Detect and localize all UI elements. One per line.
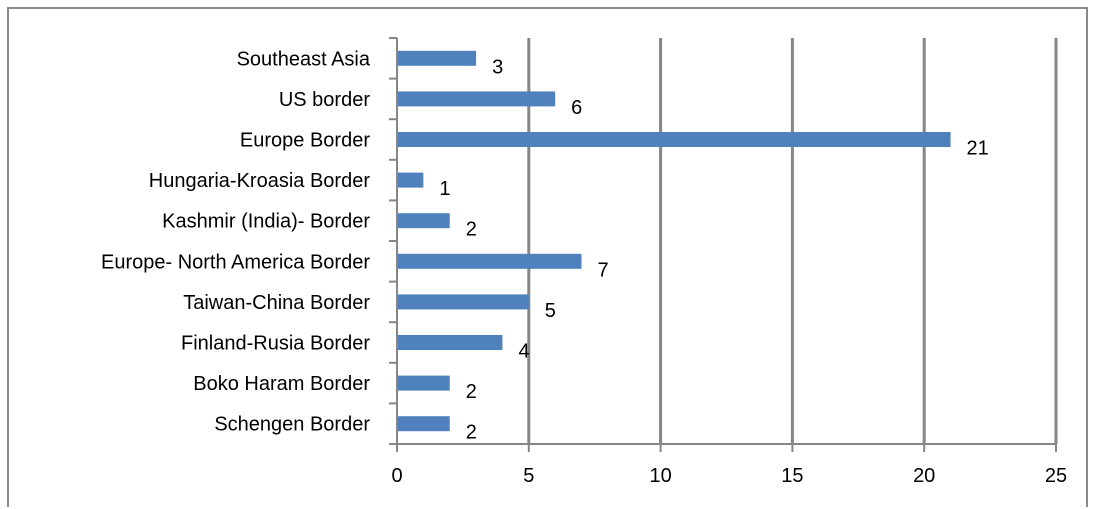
bars — [398, 50, 951, 432]
data-label: 5 — [545, 300, 556, 322]
x-tick-label: 0 — [391, 465, 402, 487]
bar — [398, 50, 477, 66]
axes — [389, 37, 1057, 452]
category-label: Europe- North America Border — [101, 251, 370, 273]
category-label: Kashmir (India)- Border — [162, 211, 370, 233]
data-label: 4 — [518, 341, 529, 363]
bar — [398, 375, 450, 391]
category-label: Finland-Rusia Border — [181, 333, 370, 355]
x-tick-label: 25 — [1045, 465, 1067, 487]
bar — [398, 132, 951, 147]
data-label: 6 — [571, 97, 582, 119]
data-label: 2 — [466, 381, 477, 403]
x-tick-label: 5 — [523, 465, 534, 487]
data-label: 21 — [967, 138, 989, 160]
category-label: Schengen Border — [214, 414, 370, 436]
category-label: Europe Border — [240, 130, 370, 152]
bar — [398, 416, 450, 432]
bar — [398, 213, 450, 229]
bar — [398, 91, 556, 107]
category-label: US border — [279, 89, 370, 111]
gridlines — [527, 38, 1058, 444]
bar — [398, 294, 529, 310]
category-label: Boko Haram Border — [193, 373, 370, 395]
bar — [398, 253, 582, 269]
bar — [398, 172, 424, 188]
data-label: 3 — [492, 56, 503, 78]
bar — [398, 335, 503, 350]
category-label: Southeast Asia — [237, 48, 371, 70]
x-tick-label: 15 — [781, 465, 803, 487]
data-label: 1 — [439, 178, 450, 200]
x-tick-label: 10 — [649, 465, 671, 487]
data-label: 2 — [466, 219, 477, 241]
category-label: Hungaria-Kroasia Border — [149, 170, 371, 192]
x-tick-label: 20 — [913, 465, 935, 487]
data-label: 7 — [598, 259, 609, 281]
data-label: 2 — [466, 422, 477, 444]
category-label: Taiwan-China Border — [183, 292, 370, 314]
